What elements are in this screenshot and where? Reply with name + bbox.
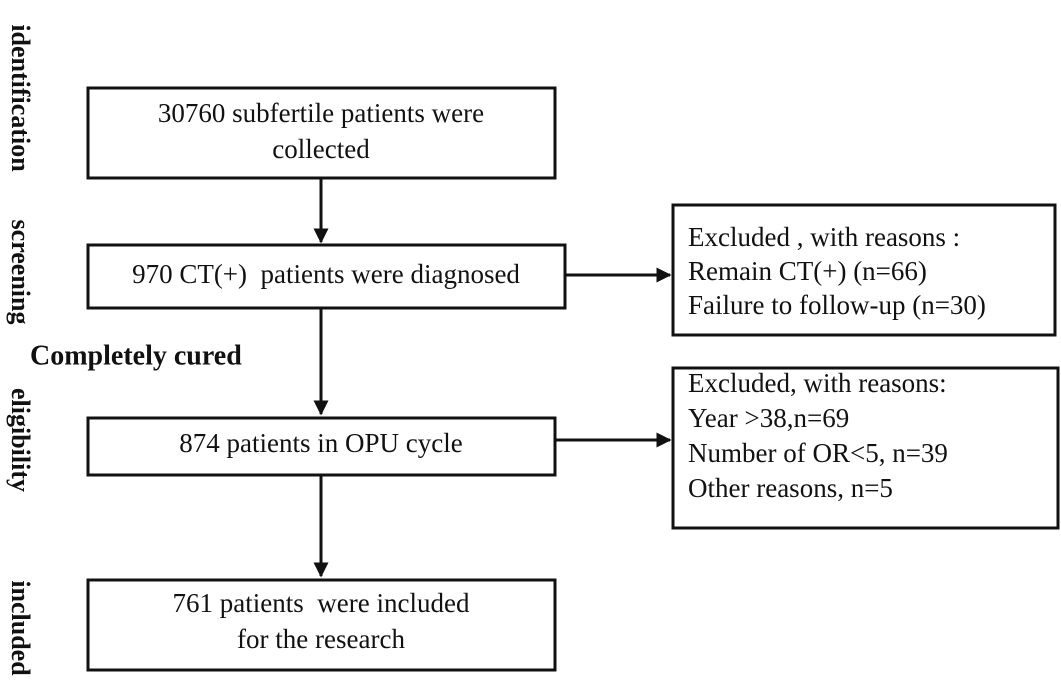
stage-label: screening [6, 220, 35, 325]
node-box [86, 243, 567, 310]
exclusion-box [671, 203, 1057, 337]
stage-label: identification [6, 24, 35, 172]
node-text: 761 patients were included [173, 588, 470, 618]
exclusion-text: Excluded, with reasons: [688, 368, 947, 398]
stage-label: included [6, 580, 35, 676]
node-text: 30760 subfertile patients were [158, 98, 484, 128]
exclusion-text: Number of OR<5, n=39 [688, 438, 948, 468]
node-text: collected [272, 134, 370, 164]
exclusion-text: Year >38,n=69 [688, 403, 849, 433]
exclusion-text: Other reasons, n=5 [688, 473, 893, 503]
node-box [86, 86, 557, 180]
node-text: 970 CT(+) patients were diagnosed [132, 259, 520, 289]
exclusion-text: Remain CT(+) (n=66) [688, 256, 927, 286]
node-text: for the research [237, 624, 405, 654]
node-box [86, 578, 557, 672]
node-text: 874 patients in OPU cycle [179, 428, 462, 458]
exclusion-text: Excluded , with reasons : [688, 222, 960, 252]
exclusion-box [671, 366, 1060, 530]
stage-label: eligibility [6, 388, 35, 492]
edge-label: Completely cured [30, 340, 242, 371]
exclusion-text: Failure to follow-up (n=30) [688, 290, 986, 320]
